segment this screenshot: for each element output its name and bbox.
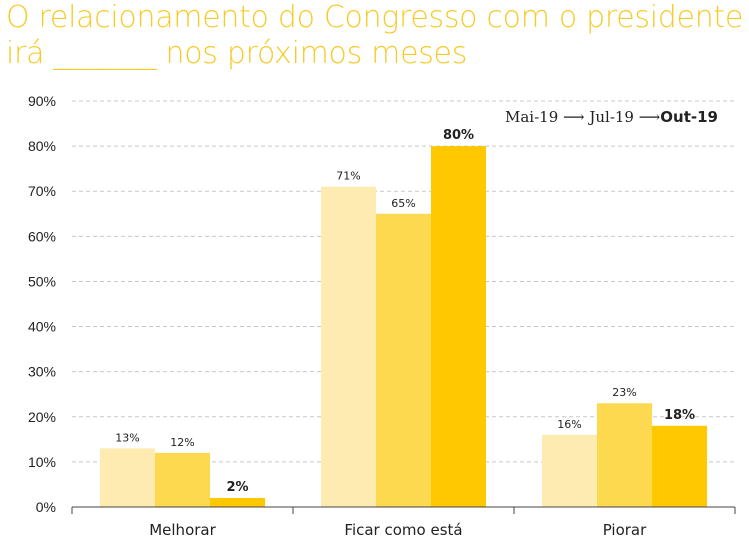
data-label: 12% [170,436,194,449]
data-label: 2% [226,480,248,495]
bar [210,497,265,507]
y-tick-label: 60% [28,228,56,244]
bar [321,186,376,507]
bar [542,434,597,507]
legend-item-out: Out-19 [660,108,718,126]
arrow-icon: ⟶ [563,108,585,126]
legend-item-mai: Mai-19 [505,108,559,126]
data-label: 23% [612,386,636,399]
x-tick-label: Piorar [603,521,647,539]
data-label: 18% [664,408,695,423]
x-tick-label: Ficar como está [344,521,462,539]
y-tick-label: 0% [36,499,56,515]
bar [431,146,486,507]
bar [376,213,431,507]
arrow-icon: ⟶ [638,108,661,126]
legend: Mai-19 ⟶ Jul-19 ⟶Out-19 [505,108,718,126]
y-tick-label: 90% [28,93,56,109]
y-tick-label: 20% [28,409,56,425]
bar [652,425,707,507]
data-label: 13% [115,431,139,444]
data-label: 16% [557,418,581,431]
y-tick-label: 80% [28,138,56,154]
y-tick-label: 40% [28,319,56,335]
bar [155,452,210,507]
data-label: 80% [443,128,474,143]
y-tick-label: 70% [28,183,56,199]
title-line-1: O relacionamento do Congresso com o pres… [6,0,744,35]
legend-item-jul: Jul-19 [589,108,634,126]
bar [597,403,652,507]
bar [100,448,155,507]
title-line-2: irá _______ nos próximos meses [6,36,468,71]
chart-title: O relacionamento do Congresso com o pres… [6,0,743,72]
data-label: 71% [336,170,360,183]
y-tick-label: 10% [28,454,56,470]
x-tick-label: Melhorar [149,521,216,539]
data-label: 65% [391,197,415,210]
y-tick-label: 50% [28,273,56,289]
y-tick-label: 30% [28,364,56,380]
